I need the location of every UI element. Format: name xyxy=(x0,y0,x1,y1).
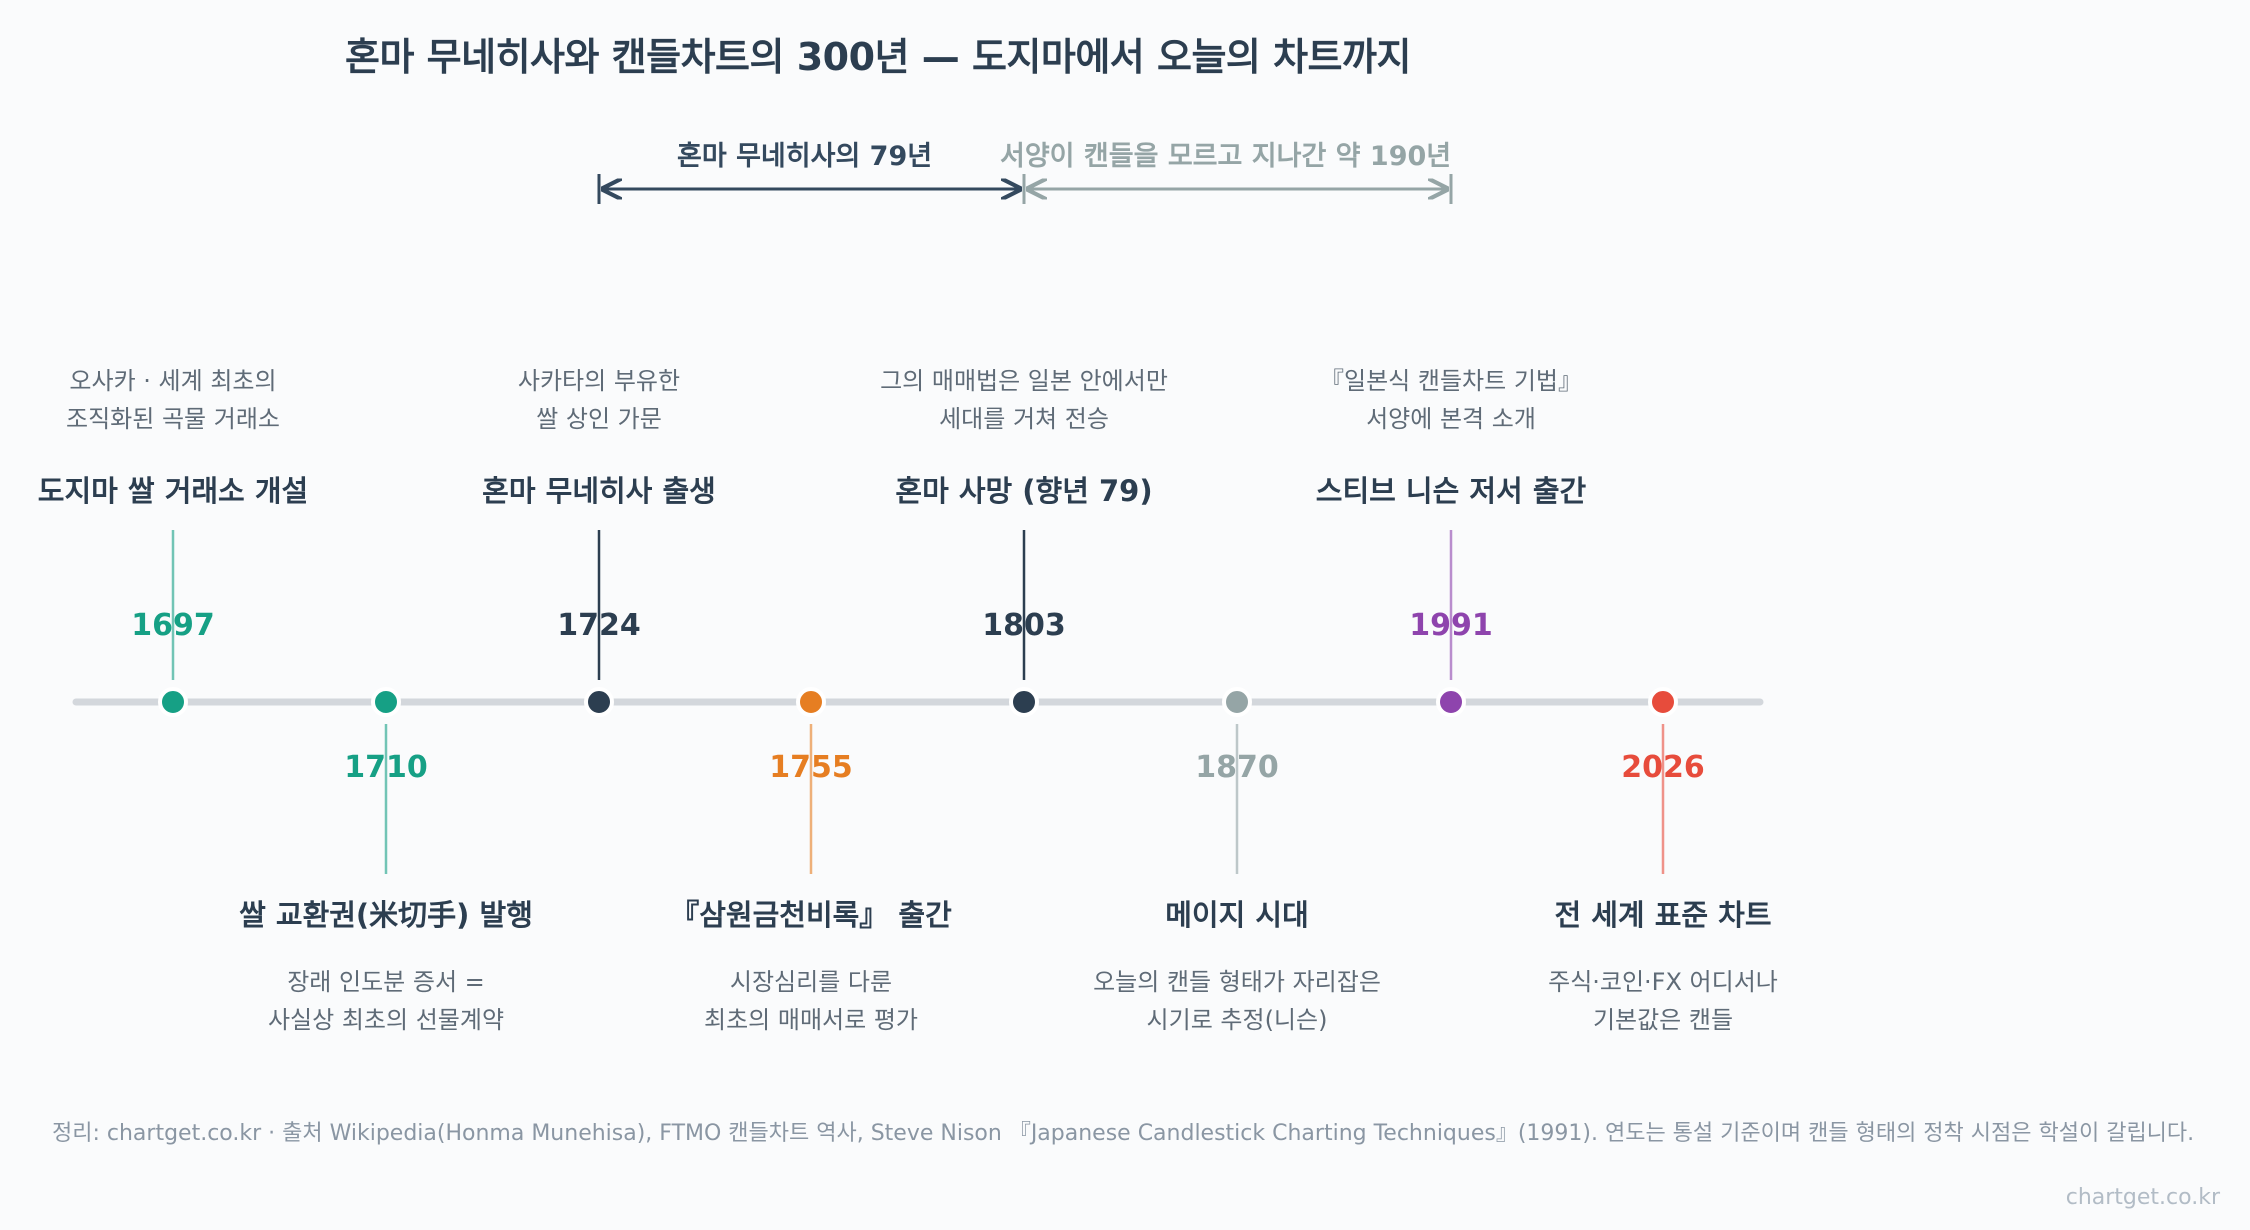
event-year: 1870 xyxy=(1195,750,1279,785)
event-description: 오늘의 캔들 형태가 자리잡은 시기로 추정(니슨) xyxy=(1093,968,1381,1034)
event-title: 메이지 시대 xyxy=(1165,898,1309,932)
span-label-honma-life: 혼마 무네히사의 79년 xyxy=(677,141,933,172)
event-dot xyxy=(371,687,401,717)
event-year: 1991 xyxy=(1409,608,1493,643)
event-dot xyxy=(1222,687,1252,717)
event-title: 혼마 무네히사 출생 xyxy=(482,474,716,508)
event-title: 쌀 교환권(米切手) 발행 xyxy=(239,898,533,932)
event-year: 1755 xyxy=(769,750,853,785)
event-description: 사카타의 부유한 쌀 상인 가문 xyxy=(517,367,681,433)
event-year: 2026 xyxy=(1621,750,1705,785)
event-title: 『삼원금천비록』 출간 xyxy=(670,898,952,932)
event-dot xyxy=(796,687,826,717)
event-description: 시장심리를 다룬 최초의 매매서로 평가 xyxy=(704,968,918,1034)
event-year: 1803 xyxy=(982,608,1066,643)
event-title: 도지마 쌀 거래소 개설 xyxy=(37,474,309,508)
watermark: chartget.co.kr xyxy=(2065,1185,2220,1210)
event-title: 혼마 사망 (향년 79) xyxy=(895,474,1153,508)
span-label-western-gap: 서양이 캔들을 모르고 지나간 약 190년 xyxy=(1000,141,1452,172)
event-description: 그의 매매법은 일본 안에서만 세대를 거쳐 전승 xyxy=(880,367,1168,433)
event-year: 1710 xyxy=(344,750,428,785)
event-dot xyxy=(158,687,188,717)
event-year: 1724 xyxy=(557,608,641,643)
page-title: 혼마 무네히사와 캔들차트의 300년 — 도지마에서 오늘의 차트까지 xyxy=(345,35,1411,79)
event-year: 1697 xyxy=(131,608,215,643)
event-dot xyxy=(1009,687,1039,717)
event-dot xyxy=(1436,687,1466,717)
event-description: 오사카 · 세계 최초의 조직화된 곡물 거래소 xyxy=(66,367,280,433)
event-description: 주식·코인·FX 어디서나 기본값은 캔들 xyxy=(1548,968,1778,1034)
event-dot xyxy=(584,687,614,717)
event-title: 스티브 니슨 저서 출간 xyxy=(1315,474,1587,508)
event-description: 장래 인도분 증서 = 사실상 최초의 선물계약 xyxy=(267,968,505,1034)
event-dot xyxy=(1648,687,1678,717)
event-description: 『일본식 캔들차트 기법』 서양에 본격 소개 xyxy=(1320,367,1582,433)
footnote: 정리: chartget.co.kr · 출처 Wikipedia(Honma … xyxy=(52,1121,2195,1146)
event-title: 전 세계 표준 차트 xyxy=(1554,898,1772,932)
